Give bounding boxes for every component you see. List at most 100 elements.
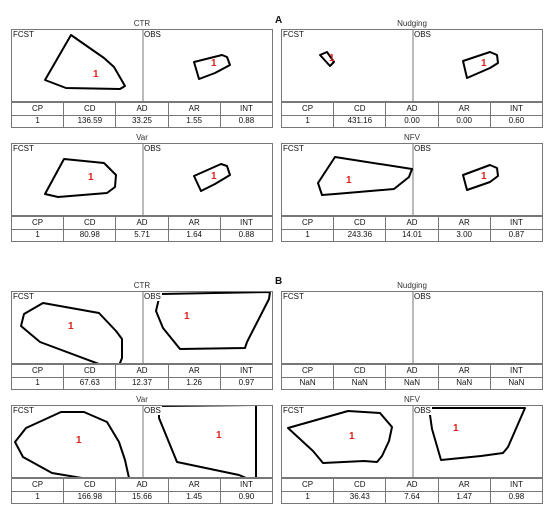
metrics-value-cell: NaN: [508, 378, 525, 387]
metrics-header-cell: AR: [439, 365, 491, 377]
fcst-object-outline: [317, 156, 413, 196]
metrics-table: CP CD AD AR INT 1 431.16 0.00 0.00 0.60: [281, 102, 543, 128]
metrics-header-cell: CP: [12, 479, 65, 491]
metrics-value-cell: 243.36: [334, 229, 387, 241]
metrics-header-row: CP CD AD AR INT: [282, 103, 542, 116]
metrics-header-cell: AD: [386, 479, 439, 491]
panel-title: Nudging: [397, 281, 427, 290]
fcst-label: FCST: [283, 144, 304, 153]
obs-object-id: 1: [453, 423, 459, 434]
fcst-object-id: 1: [93, 69, 99, 80]
metrics-value-cell: 0.88: [238, 116, 255, 125]
metrics-value-cell: 67.63: [64, 377, 117, 389]
obs-object-outline: [462, 164, 499, 191]
fcst-label: FCST: [283, 30, 304, 39]
panel-title: Var: [136, 133, 148, 142]
metrics-header-row: CP CD AD AR INT: [12, 217, 272, 230]
metrics-header-cell: CP: [282, 365, 335, 377]
metrics-header-cell: CP: [12, 103, 65, 115]
metrics-table: CP CD AD AR INT 1 80.98 5.71 1.64 0.88: [11, 216, 273, 242]
obs-label: OBS: [414, 30, 432, 39]
fcst-object-id: 1: [76, 435, 82, 446]
metrics-header-cell: INT: [239, 104, 253, 113]
metrics-header-cell: CD: [334, 365, 387, 377]
metrics-header-cell: INT: [509, 480, 523, 489]
metrics-header-cell: AR: [169, 479, 221, 491]
metrics-value-cell: 3.00: [439, 229, 491, 241]
metrics-table: CP CD AD AR INT NaN NaN NaN NaN NaN: [281, 364, 543, 390]
metrics-value-cell: 1: [12, 229, 65, 241]
metrics-header-cell: INT: [509, 366, 523, 375]
object-panel: Nudging FCST OBS CP CD AD AR INT NaN NaN NaN Na…: [281, 282, 543, 394]
metrics-header-cell: AD: [116, 365, 169, 377]
metrics-value-row: NaN NaN NaN NaN NaN: [282, 377, 542, 389]
obs-object-id: 1: [481, 58, 487, 69]
obs-label: OBS: [144, 292, 162, 301]
metrics-header-cell: AR: [439, 217, 491, 229]
obs-object-id: 1: [184, 311, 190, 322]
metrics-value-cell: 166.98: [64, 491, 117, 503]
metrics-header-cell: CP: [282, 479, 335, 491]
metrics-value-cell: 0.60: [508, 116, 525, 125]
metrics-header-cell: CD: [64, 479, 117, 491]
metrics-header-cell: CD: [64, 217, 117, 229]
metrics-value-cell: 0.88: [238, 230, 255, 239]
metrics-value-cell: NaN: [439, 377, 491, 389]
fcst-label: FCST: [283, 292, 304, 301]
metrics-value-cell: 7.64: [386, 491, 439, 503]
metrics-value-row: 1 36.43 7.64 1.47 0.98: [282, 491, 542, 503]
metrics-header-cell: AD: [116, 479, 169, 491]
metrics-table: CP CD AD AR INT 1 243.36 14.01 3.00 0.87: [281, 216, 543, 242]
metrics-header-cell: CP: [12, 365, 65, 377]
metrics-value-cell: 14.01: [386, 229, 439, 241]
metrics-value-cell: 1.55: [169, 115, 221, 127]
metrics-value-cell: 33.25: [116, 115, 169, 127]
object-plot-svg: [412, 292, 414, 363]
fcst-object-id: 1: [329, 53, 335, 64]
metrics-value-cell: 431.16: [334, 115, 387, 127]
metrics-value-cell: 1.64: [169, 229, 221, 241]
metrics-value-cell: 1: [12, 115, 65, 127]
metrics-value-cell: 0.97: [238, 378, 255, 387]
metrics-value-cell: 15.66: [116, 491, 169, 503]
metrics-value-cell: 0.00: [439, 115, 491, 127]
object-plot-svg: 11: [287, 406, 526, 477]
metrics-value-cell: 80.98: [64, 229, 117, 241]
fcst-object-outline: [319, 51, 335, 67]
fcst-object-id: 1: [349, 431, 355, 442]
metrics-header-cell: CD: [334, 217, 387, 229]
metrics-value-cell: 136.59: [64, 115, 117, 127]
metrics-value-cell: 0.90: [238, 492, 255, 501]
metrics-header-cell: AR: [439, 479, 491, 491]
fcst-object-id: 1: [68, 321, 74, 332]
metrics-header-row: CP CD AD AR INT: [12, 479, 272, 492]
metrics-value-cell: 1: [282, 229, 335, 241]
metrics-table: CP CD AD AR INT 1 136.59 33.25 1.55 0.88: [11, 102, 273, 128]
metrics-header-cell: INT: [509, 104, 523, 113]
obs-object-outline: [462, 51, 499, 79]
metrics-header-cell: CD: [334, 479, 387, 491]
metrics-value-cell: 1: [12, 491, 65, 503]
obs-label: OBS: [144, 406, 162, 415]
panel-title: NFV: [404, 395, 420, 404]
metrics-table: CP CD AD AR INT 1 36.43 7.64 1.47 0.98: [281, 478, 543, 504]
object-plot-svg: 11: [44, 30, 231, 101]
obs-label: OBS: [144, 30, 162, 39]
panel-title: Nudging: [397, 19, 427, 28]
metrics-value-row: 1 243.36 14.01 3.00 0.87: [282, 229, 542, 241]
metrics-header-row: CP CD AD AR INT: [282, 365, 542, 378]
metrics-table: CP CD AD AR INT 1 67.63 12.37 1.26 0.97: [11, 364, 273, 390]
